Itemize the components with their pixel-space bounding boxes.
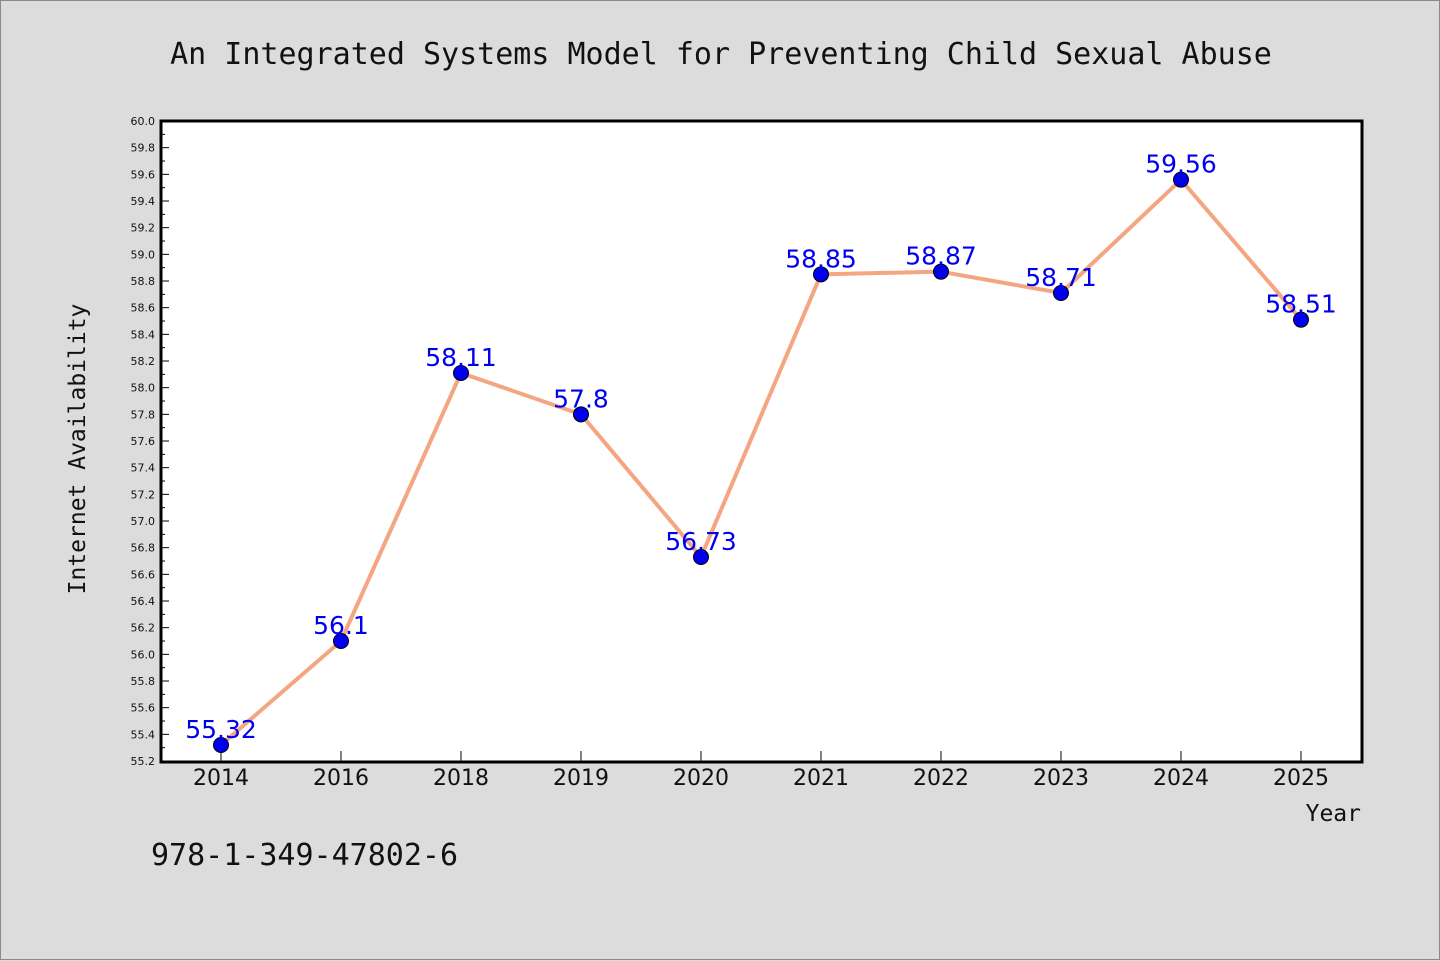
y-tick-label: 56.4 xyxy=(131,595,156,608)
y-tick-label: 59.0 xyxy=(131,248,156,261)
data-label: 56.1 xyxy=(313,611,369,640)
y-tick-label: 59.8 xyxy=(131,142,156,155)
series-line xyxy=(219,177,1303,747)
data-point-marker xyxy=(453,365,469,381)
data-point-marker xyxy=(813,266,829,283)
data-label: 57.8 xyxy=(553,384,609,413)
x-axis: 2014 2016 2018 2019 2020 2021 2022 2023 2024 2025 xyxy=(193,751,1329,791)
x-tick-label: 2018 xyxy=(433,766,489,791)
y-tick-label: 57.6 xyxy=(131,435,156,448)
data-label: 55.32 xyxy=(185,715,257,744)
data-label: 58.51 xyxy=(1265,290,1337,319)
data-label: 59.56 xyxy=(1145,150,1217,179)
y-tick-label: 59.6 xyxy=(131,168,156,181)
chart-title: An Integrated Systems Model for Preventi… xyxy=(170,37,1272,72)
x-axis-label: Year xyxy=(1306,801,1361,827)
y-tick-label: 56.8 xyxy=(131,542,156,555)
x-tick-label: 2021 xyxy=(793,766,849,791)
y-tick-label: 58.2 xyxy=(131,355,156,368)
data-point-marker xyxy=(1173,171,1189,188)
data-labels-group: 55.32 56.1 58.11 57.8 56.73 58.85 58.87 58.71 59… xyxy=(185,150,1337,744)
y-tick-label: 59.4 xyxy=(131,195,156,208)
data-point-marker xyxy=(213,737,229,753)
data-point-marker xyxy=(693,549,709,565)
data-label: 58.11 xyxy=(425,343,497,372)
isbn-footer: 978-1-349-47802-6 xyxy=(151,838,458,873)
y-tick-label: 56.6 xyxy=(131,568,156,581)
data-label: 58.71 xyxy=(1025,263,1097,292)
y-tick-label: 59.2 xyxy=(131,222,156,235)
series-markers-group xyxy=(213,171,1309,753)
x-tick-label: 2016 xyxy=(313,766,369,791)
data-label: 56.73 xyxy=(665,527,737,556)
data-label: 58.85 xyxy=(785,244,857,273)
data-point-marker xyxy=(933,263,949,280)
x-tick-label: 2014 xyxy=(193,766,249,791)
series-line-group xyxy=(219,177,1303,747)
x-tick-label: 2022 xyxy=(913,766,969,791)
y-tick-label: 58.6 xyxy=(131,302,156,315)
y-tick-label: 55.8 xyxy=(131,675,156,688)
x-tick-label: 2023 xyxy=(1033,766,1089,791)
y-tick-label: 58.0 xyxy=(131,382,156,395)
y-axis: 55.2 55.4 55.6 55.8 56.0 56.2 56.4 56.6 56.8 57.0… xyxy=(131,115,169,768)
y-tick-label: 57.8 xyxy=(131,408,156,421)
y-tick-label: 55.4 xyxy=(131,728,156,741)
x-tick-label: 2025 xyxy=(1273,766,1329,791)
x-tick-label: 2020 xyxy=(673,766,729,791)
data-point-marker xyxy=(333,633,349,649)
y-tick-label: 57.0 xyxy=(131,515,156,528)
data-point-marker xyxy=(1293,311,1309,328)
y-tick-label: 58.8 xyxy=(131,275,156,288)
y-tick-label: 60.0 xyxy=(131,115,156,128)
data-point-marker xyxy=(1053,285,1069,301)
y-axis-label: Internet Availability xyxy=(65,304,91,595)
x-tick-label: 2024 xyxy=(1153,766,1209,791)
x-tick-label: 2019 xyxy=(553,766,609,791)
data-point-marker xyxy=(573,406,589,423)
y-tick-label: 56.0 xyxy=(131,648,156,661)
y-tick-label: 58.4 xyxy=(131,328,156,341)
y-tick-label: 57.4 xyxy=(131,462,156,475)
plot-area xyxy=(159,119,1364,764)
y-tick-label: 55.2 xyxy=(131,755,156,768)
y-tick-label: 56.2 xyxy=(131,622,156,635)
data-label: 58.87 xyxy=(905,242,977,271)
y-tick-label: 57.2 xyxy=(131,488,156,501)
y-tick-label: 55.6 xyxy=(131,702,156,715)
